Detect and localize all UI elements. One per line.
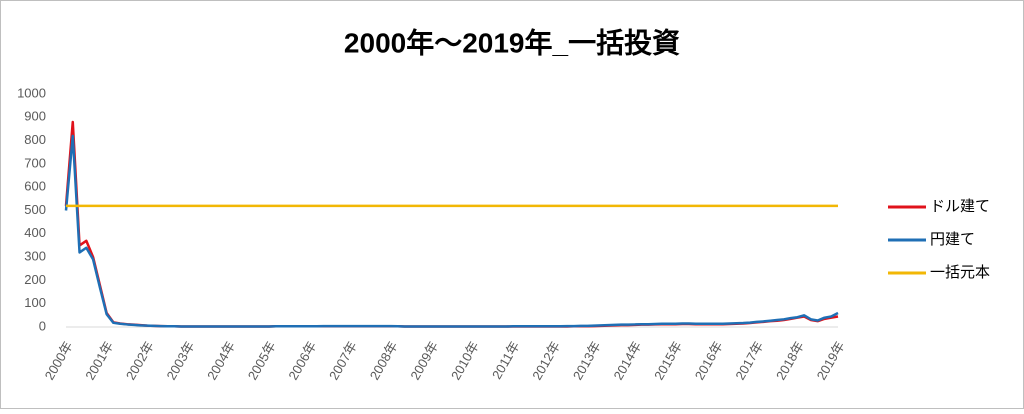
- series-line: [64, 134, 839, 328]
- y-tick-label: 600: [24, 179, 46, 194]
- legend-label: 一括元本: [930, 264, 990, 281]
- y-tick-label: 100: [24, 295, 46, 310]
- y-tick-label: 900: [24, 109, 46, 124]
- legend-label: ドル建て: [930, 198, 990, 215]
- y-tick-label: 1000: [17, 85, 46, 100]
- y-tick-label: 300: [24, 249, 46, 264]
- y-tick-label: 200: [24, 272, 46, 287]
- chart-title: 2000年～2019年_一括投資: [344, 26, 680, 58]
- y-tick-label: 0: [39, 318, 46, 333]
- y-tick-label: 700: [24, 155, 46, 170]
- y-tick-label: 800: [24, 132, 46, 147]
- y-tick-label: 500: [24, 202, 46, 217]
- y-tick-label: 400: [24, 225, 46, 240]
- legend-label: 円建て: [930, 231, 975, 248]
